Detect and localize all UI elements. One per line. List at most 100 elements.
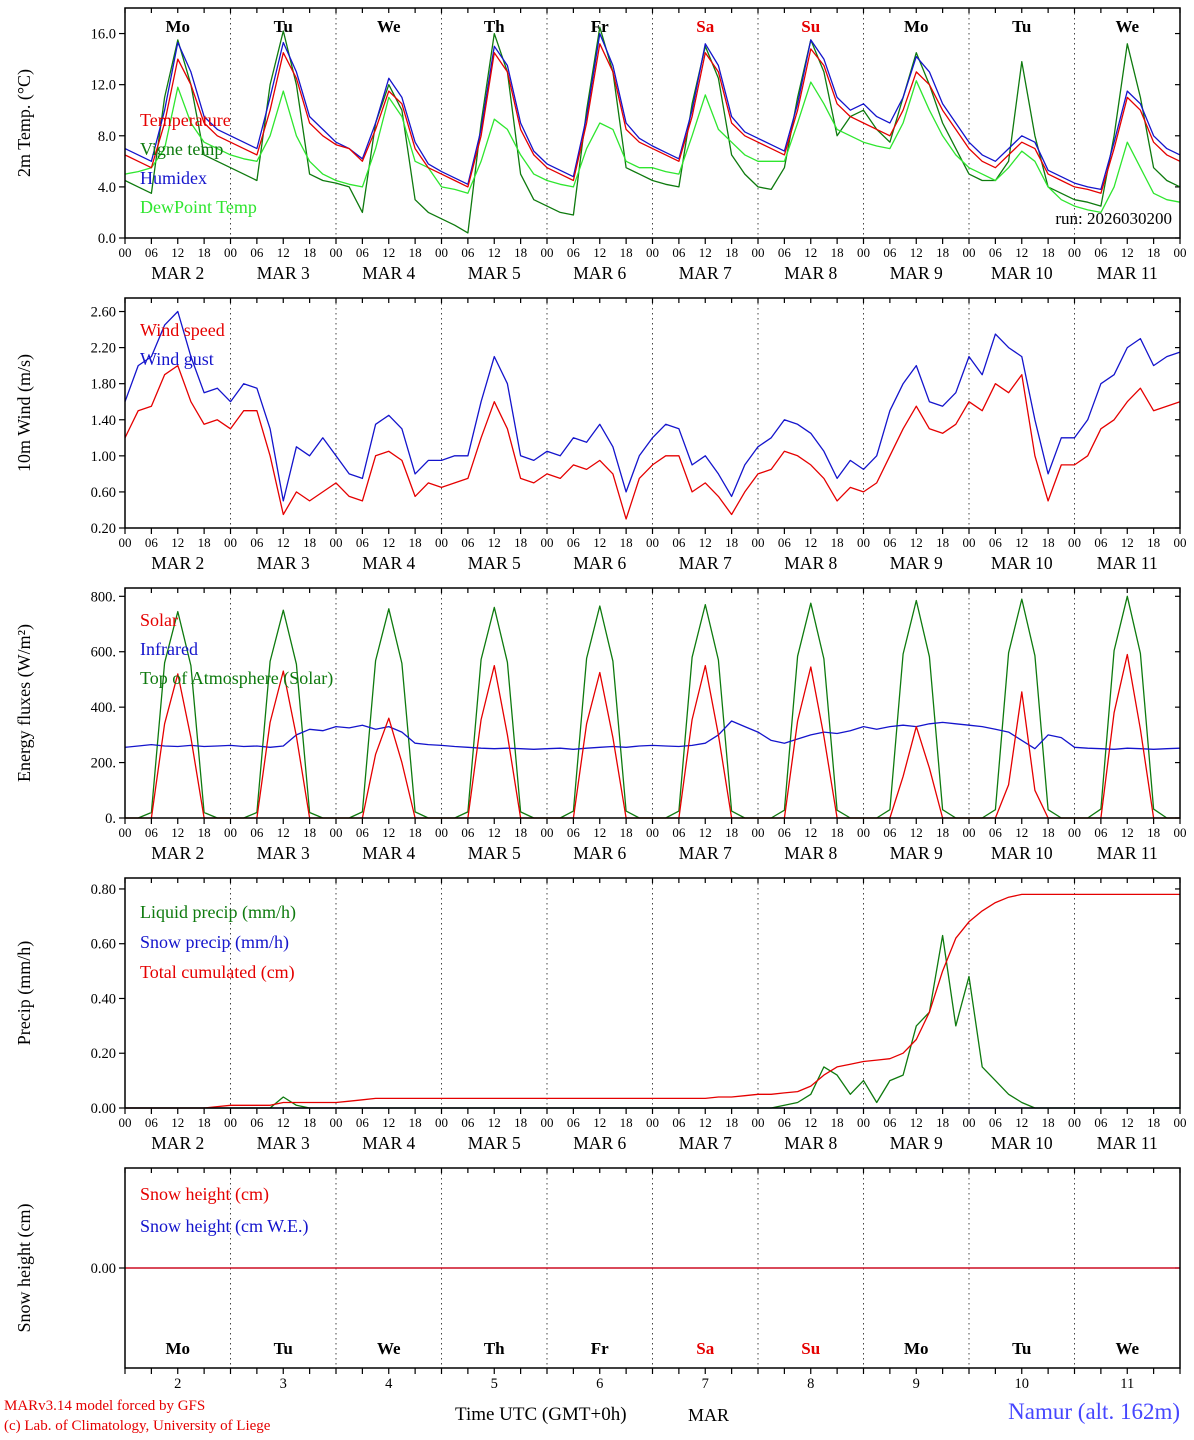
date-label: MAR 7 [679, 263, 732, 283]
day-number-label: 3 [280, 1376, 287, 1392]
hour-tick-label: 00 [224, 245, 237, 260]
day-name-label: Tu [1012, 1339, 1031, 1358]
day-name-label: We [1115, 17, 1139, 36]
hour-tick-label: 18 [1147, 825, 1160, 840]
hour-tick-label: 12 [382, 245, 395, 260]
hour-tick-label: 06 [1094, 535, 1108, 550]
hour-tick-label: 18 [1147, 535, 1160, 550]
y-tick-label: 0. [105, 811, 116, 827]
date-label: MAR 10 [991, 263, 1053, 283]
hour-tick-label: 06 [989, 535, 1003, 550]
date-label: MAR 8 [784, 843, 837, 863]
date-label: MAR 9 [890, 263, 943, 283]
hour-tick-label: 18 [409, 1115, 422, 1130]
hour-tick-label: 00 [435, 825, 448, 840]
hour-tick-label: 18 [1042, 535, 1055, 550]
y-tick-label: 1.40 [91, 413, 116, 429]
date-label: MAR 4 [362, 263, 415, 283]
hour-tick-label: 18 [831, 535, 844, 550]
day-name-label: Tu [1012, 17, 1031, 36]
day-name-label: We [377, 17, 401, 36]
day-name-label: Sa [696, 1339, 714, 1358]
hour-tick-label: 00 [330, 1115, 343, 1130]
hour-tick-label: 12 [804, 1115, 817, 1130]
hour-tick-label: 06 [883, 1115, 897, 1130]
y-tick-label: 2.20 [91, 341, 116, 357]
y-tick-label: 800. [91, 589, 116, 605]
hour-tick-label: 12 [593, 535, 606, 550]
hour-tick-label: 12 [910, 535, 923, 550]
y-axis-title: Snow height (cm) [14, 1204, 35, 1333]
hour-tick-label: 06 [883, 535, 897, 550]
day-number-label: 9 [913, 1376, 920, 1392]
hour-tick-label: 06 [567, 245, 581, 260]
hour-tick-label: 12 [277, 245, 290, 260]
hour-tick-label: 18 [514, 535, 527, 550]
hour-tick-label: 18 [303, 245, 316, 260]
date-label: MAR 7 [679, 843, 732, 863]
hour-tick-label: 06 [461, 245, 475, 260]
day-name-label: Fr [591, 1339, 609, 1358]
hour-tick-label: 06 [672, 1115, 686, 1130]
hour-tick-label: 00 [541, 1115, 554, 1130]
legend-vigne-temp: Vigne temp [140, 139, 223, 159]
hour-tick-label: 06 [250, 1115, 264, 1130]
hour-tick-label: 06 [461, 1115, 475, 1130]
hour-tick-label: 18 [198, 1115, 211, 1130]
snow-height-panel: 0.00 Snow height (cm) Snow height (cm) Snow… [14, 1167, 1181, 1392]
hour-tick-label: 18 [620, 535, 633, 550]
hour-tick-label: 12 [277, 535, 290, 550]
y-tick-label: 4.0 [98, 180, 116, 196]
hour-tick-label: 18 [198, 535, 211, 550]
day-name-label: Th [484, 1339, 505, 1358]
hour-tick-label: 00 [1174, 245, 1187, 260]
hour-tick-label: 18 [1042, 245, 1055, 260]
hour-tick-label: 00 [435, 1115, 448, 1130]
hour-tick-label: 18 [1042, 1115, 1055, 1130]
hour-tick-label: 06 [356, 825, 370, 840]
hour-tick-label: 12 [488, 825, 501, 840]
hour-tick-label: 18 [936, 1115, 949, 1130]
hour-tick-label: 00 [752, 825, 765, 840]
station-label: Namur (alt. 162m) [1008, 1399, 1180, 1424]
precip-panel: 00 06 12 18 00 06 12 18 00 06 12 18 00 06 12 18 00 06 12 18… [14, 877, 1187, 1153]
y-tick-label: 1.80 [91, 377, 116, 393]
hour-tick-label: 18 [831, 245, 844, 260]
hour-tick-label: 18 [514, 825, 527, 840]
hour-tick-label: 18 [620, 1115, 633, 1130]
hour-tick-label: 06 [1094, 825, 1108, 840]
plot-frame [124, 7, 1181, 239]
day-name-label: Mo [165, 1339, 190, 1358]
hour-tick-label: 00 [330, 535, 343, 550]
plot-frame [124, 877, 1181, 1109]
day-number-label: 10 [1015, 1376, 1030, 1392]
hour-tick-label: 06 [250, 825, 264, 840]
footer: MARv3.14 model forced by GFS (c) Lab. of… [0, 1395, 1194, 1440]
y-tick-label: 16.0 [91, 27, 116, 43]
hour-tick-label: 12 [488, 535, 501, 550]
hour-tick-label: 18 [725, 1115, 738, 1130]
hour-tick-label: 12 [488, 245, 501, 260]
legend-snow-precip-mm-h: Snow precip (mm/h) [140, 932, 289, 953]
hour-tick-label: 18 [725, 535, 738, 550]
y-tick-label: 0.60 [91, 937, 116, 953]
hour-tick-label: 00 [224, 535, 237, 550]
hour-tick-label: 12 [277, 825, 290, 840]
y-tick-label: 8.0 [98, 129, 116, 145]
date-label: MAR 4 [362, 843, 415, 863]
hour-tick-label: 06 [567, 825, 581, 840]
hour-tick-label: 06 [356, 245, 370, 260]
plot-frame [124, 297, 1181, 529]
date-label: MAR 2 [151, 263, 204, 283]
series-dewpoint-temp [124, 80, 1181, 214]
day-number-label: 8 [807, 1376, 814, 1392]
energy-flux-panel: 00 06 12 18 00 06 12 18 00 06 12 18 00 06 12 18 00 06 12 18… [14, 587, 1187, 863]
date-label: MAR 4 [362, 1133, 415, 1153]
hour-tick-label: 00 [1174, 1115, 1187, 1130]
hour-tick-label: 00 [119, 825, 132, 840]
day-name-label: Mo [165, 17, 190, 36]
hour-tick-label: 00 [224, 825, 237, 840]
day-name-label: We [377, 1339, 401, 1358]
y-tick-label: 0.60 [91, 485, 116, 501]
